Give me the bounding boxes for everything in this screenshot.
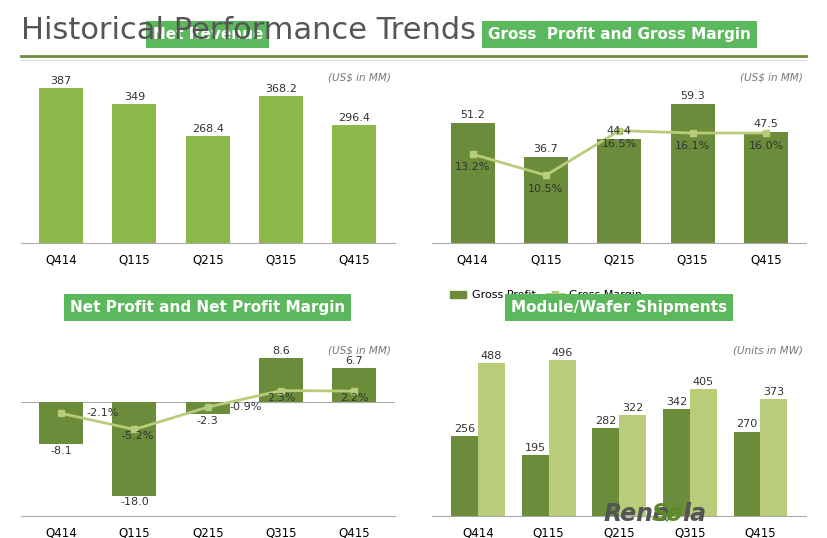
Text: 349: 349 — [124, 91, 145, 102]
Text: 16.5%: 16.5% — [601, 139, 637, 149]
Bar — [690, 389, 717, 516]
Text: -2.3: -2.3 — [197, 416, 218, 426]
Text: (Units in MW): (Units in MW) — [733, 345, 802, 356]
Bar — [112, 104, 156, 243]
Text: 13.2%: 13.2% — [455, 162, 490, 172]
Bar — [112, 402, 156, 495]
Bar — [332, 125, 376, 243]
Bar — [671, 104, 715, 243]
Text: 405: 405 — [693, 377, 714, 387]
Bar — [761, 399, 787, 516]
Bar — [734, 431, 761, 516]
Text: 496: 496 — [552, 348, 573, 358]
Text: Rene: Rene — [604, 502, 670, 526]
Legend: Gross Profit, Gross Margin: Gross Profit, Gross Margin — [445, 286, 647, 305]
Text: 270: 270 — [736, 419, 758, 429]
Text: Net Profit and Net Profit Margin: Net Profit and Net Profit Margin — [70, 300, 346, 315]
Text: 195: 195 — [524, 443, 546, 453]
Text: 59.3: 59.3 — [681, 91, 705, 101]
Text: -8.1: -8.1 — [50, 446, 72, 456]
Text: -2.1%: -2.1% — [87, 408, 119, 419]
Text: 6.7: 6.7 — [346, 356, 363, 366]
Text: -0.9%: -0.9% — [230, 402, 262, 412]
Bar — [744, 132, 788, 243]
Bar — [663, 409, 690, 516]
Text: 2.2%: 2.2% — [340, 393, 369, 403]
Text: -5.2%: -5.2% — [122, 431, 154, 441]
Text: 488: 488 — [480, 351, 502, 361]
Text: 373: 373 — [763, 387, 785, 397]
Bar — [592, 428, 619, 516]
Bar — [619, 415, 646, 516]
Text: -18.0: -18.0 — [120, 497, 149, 507]
Text: (US$ in MM): (US$ in MM) — [739, 73, 802, 82]
Text: 2.3%: 2.3% — [267, 393, 295, 402]
Text: 342: 342 — [666, 397, 687, 407]
Text: la: la — [682, 502, 706, 526]
Text: 16.0%: 16.0% — [748, 141, 784, 151]
Bar — [186, 402, 230, 414]
Text: 10.5%: 10.5% — [528, 183, 563, 194]
Text: 322: 322 — [622, 403, 643, 413]
Text: 296.4: 296.4 — [338, 113, 370, 123]
Bar — [259, 96, 304, 243]
Bar — [478, 363, 505, 516]
Bar — [522, 455, 548, 516]
Text: 36.7: 36.7 — [533, 144, 558, 154]
Text: (US$ in MM): (US$ in MM) — [328, 345, 391, 356]
Bar — [597, 139, 641, 243]
Text: ø: ø — [666, 502, 682, 526]
Text: 44.4: 44.4 — [607, 126, 632, 136]
Text: (US$ in MM): (US$ in MM) — [328, 73, 391, 82]
Bar — [452, 436, 478, 516]
Bar — [259, 358, 304, 402]
Text: Net Revenue: Net Revenue — [152, 27, 263, 43]
Text: 16.1%: 16.1% — [675, 141, 710, 151]
Text: 387: 387 — [50, 76, 72, 87]
Text: Module/Wafer Shipments: Module/Wafer Shipments — [511, 300, 727, 315]
Text: 282: 282 — [595, 415, 617, 426]
Text: 8.6: 8.6 — [272, 346, 290, 356]
Bar — [523, 157, 568, 243]
Bar — [39, 402, 83, 444]
Text: 368.2: 368.2 — [265, 84, 297, 94]
Bar — [548, 360, 576, 516]
Text: 256: 256 — [454, 424, 476, 434]
Bar — [451, 123, 495, 243]
Text: 47.5: 47.5 — [753, 119, 778, 129]
Text: S: S — [652, 502, 669, 526]
Text: 268.4: 268.4 — [192, 124, 224, 134]
Text: Gross  Profit and Gross Margin: Gross Profit and Gross Margin — [488, 27, 751, 43]
Text: Historical Performance Trends: Historical Performance Trends — [21, 16, 476, 45]
Bar — [186, 136, 230, 243]
Bar — [332, 368, 376, 402]
Bar — [39, 88, 83, 243]
Text: 51.2: 51.2 — [460, 110, 485, 121]
